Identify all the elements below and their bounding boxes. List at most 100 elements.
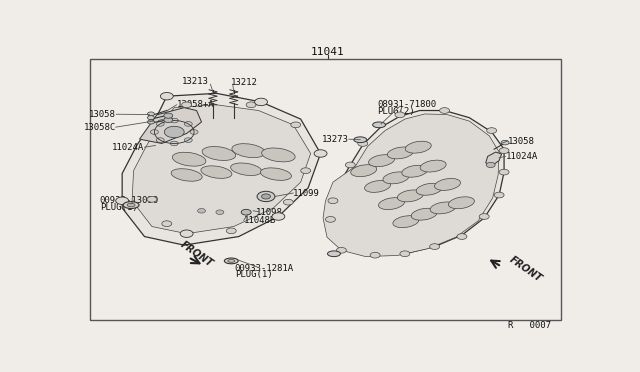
Text: FRONT: FRONT (508, 255, 544, 284)
Circle shape (501, 140, 509, 145)
Circle shape (346, 162, 355, 168)
Text: 11041: 11041 (311, 47, 345, 57)
Circle shape (499, 148, 509, 154)
Text: 00933-1281A: 00933-1281A (235, 264, 294, 273)
Ellipse shape (354, 137, 367, 142)
Circle shape (162, 221, 172, 227)
Ellipse shape (201, 166, 232, 178)
Ellipse shape (412, 208, 437, 220)
Circle shape (486, 162, 495, 167)
Circle shape (164, 118, 173, 122)
Circle shape (314, 150, 327, 157)
Circle shape (326, 217, 335, 222)
Ellipse shape (372, 122, 385, 128)
Circle shape (494, 192, 504, 198)
Ellipse shape (328, 251, 340, 257)
Ellipse shape (420, 160, 446, 172)
Text: R   0007: R 0007 (508, 321, 551, 330)
Text: 11099: 11099 (293, 189, 320, 198)
Text: 11048B: 11048B (244, 216, 276, 225)
Circle shape (440, 108, 449, 113)
Text: PLUG(2): PLUG(2) (378, 107, 415, 116)
Ellipse shape (430, 202, 456, 214)
Circle shape (255, 98, 268, 106)
Circle shape (487, 128, 497, 134)
Circle shape (246, 102, 256, 108)
Ellipse shape (171, 169, 202, 181)
Polygon shape (323, 114, 499, 257)
Circle shape (156, 138, 164, 142)
Circle shape (272, 213, 285, 220)
Ellipse shape (232, 144, 266, 158)
Ellipse shape (416, 183, 442, 195)
Text: 11024A: 11024A (506, 153, 538, 161)
Circle shape (370, 252, 380, 258)
Ellipse shape (172, 152, 206, 166)
Circle shape (190, 130, 198, 134)
Text: 13058+A: 13058+A (177, 100, 214, 109)
Ellipse shape (397, 190, 423, 202)
Circle shape (457, 234, 467, 240)
Polygon shape (140, 108, 202, 144)
Text: 13058C: 13058C (83, 123, 116, 132)
Text: 08931-71800: 08931-71800 (378, 100, 436, 109)
Ellipse shape (351, 165, 377, 177)
Text: PLUG(1): PLUG(1) (235, 270, 273, 279)
Ellipse shape (365, 180, 390, 192)
Circle shape (180, 230, 193, 237)
Ellipse shape (228, 260, 235, 262)
Ellipse shape (402, 165, 428, 177)
Circle shape (262, 194, 271, 199)
Circle shape (291, 122, 301, 128)
Circle shape (216, 210, 224, 215)
Circle shape (147, 112, 154, 116)
Circle shape (184, 122, 192, 126)
Ellipse shape (123, 202, 139, 208)
Ellipse shape (225, 258, 238, 264)
Polygon shape (122, 93, 321, 245)
Ellipse shape (262, 148, 295, 162)
Circle shape (164, 113, 173, 118)
Circle shape (499, 169, 509, 175)
Polygon shape (132, 105, 310, 234)
Circle shape (198, 208, 205, 213)
Circle shape (328, 198, 338, 203)
Circle shape (184, 138, 192, 142)
Circle shape (170, 141, 178, 146)
Text: 11024A: 11024A (112, 143, 145, 152)
Polygon shape (486, 152, 502, 166)
Ellipse shape (230, 163, 262, 176)
Circle shape (161, 93, 173, 100)
Ellipse shape (387, 147, 413, 159)
Text: 11098: 11098 (256, 208, 283, 217)
Circle shape (150, 130, 158, 134)
Text: 13058: 13058 (508, 137, 534, 146)
Circle shape (147, 116, 154, 120)
Circle shape (182, 102, 191, 108)
Text: 13213: 13213 (182, 77, 209, 86)
Ellipse shape (369, 155, 394, 167)
Text: PLUG(1): PLUG(1) (100, 203, 138, 212)
Circle shape (116, 197, 129, 205)
Ellipse shape (260, 168, 291, 180)
Circle shape (147, 120, 154, 124)
Ellipse shape (435, 179, 461, 190)
Circle shape (170, 118, 178, 123)
Circle shape (400, 251, 410, 257)
Circle shape (241, 209, 251, 215)
Text: 13273: 13273 (322, 135, 349, 144)
Text: 13058C: 13058C (163, 115, 196, 124)
Circle shape (337, 247, 346, 253)
Polygon shape (330, 110, 504, 255)
Text: FRONT: FRONT (178, 240, 214, 269)
Circle shape (429, 244, 440, 250)
Ellipse shape (202, 147, 236, 160)
Text: 00933-13090: 00933-13090 (100, 196, 159, 205)
Circle shape (156, 122, 164, 126)
Ellipse shape (378, 198, 404, 209)
Circle shape (479, 214, 489, 219)
Circle shape (358, 141, 367, 146)
Circle shape (301, 168, 310, 173)
Circle shape (164, 126, 184, 138)
Ellipse shape (449, 197, 474, 209)
